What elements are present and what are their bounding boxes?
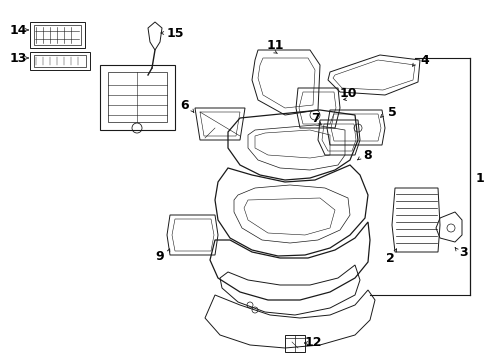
Text: 10: 10 bbox=[339, 86, 357, 99]
Text: 11: 11 bbox=[266, 39, 284, 51]
Text: 7: 7 bbox=[311, 112, 319, 125]
Text: 12: 12 bbox=[304, 336, 322, 348]
Text: 5: 5 bbox=[388, 105, 396, 118]
Text: 14: 14 bbox=[9, 23, 27, 36]
Text: 13: 13 bbox=[9, 51, 26, 64]
Text: 8: 8 bbox=[364, 149, 372, 162]
Text: 9: 9 bbox=[156, 251, 164, 264]
Text: 1: 1 bbox=[476, 171, 485, 185]
Text: 6: 6 bbox=[181, 99, 189, 112]
Text: 15: 15 bbox=[166, 27, 184, 40]
Text: 4: 4 bbox=[420, 54, 429, 67]
Text: 2: 2 bbox=[386, 252, 394, 265]
Text: 3: 3 bbox=[459, 247, 467, 260]
